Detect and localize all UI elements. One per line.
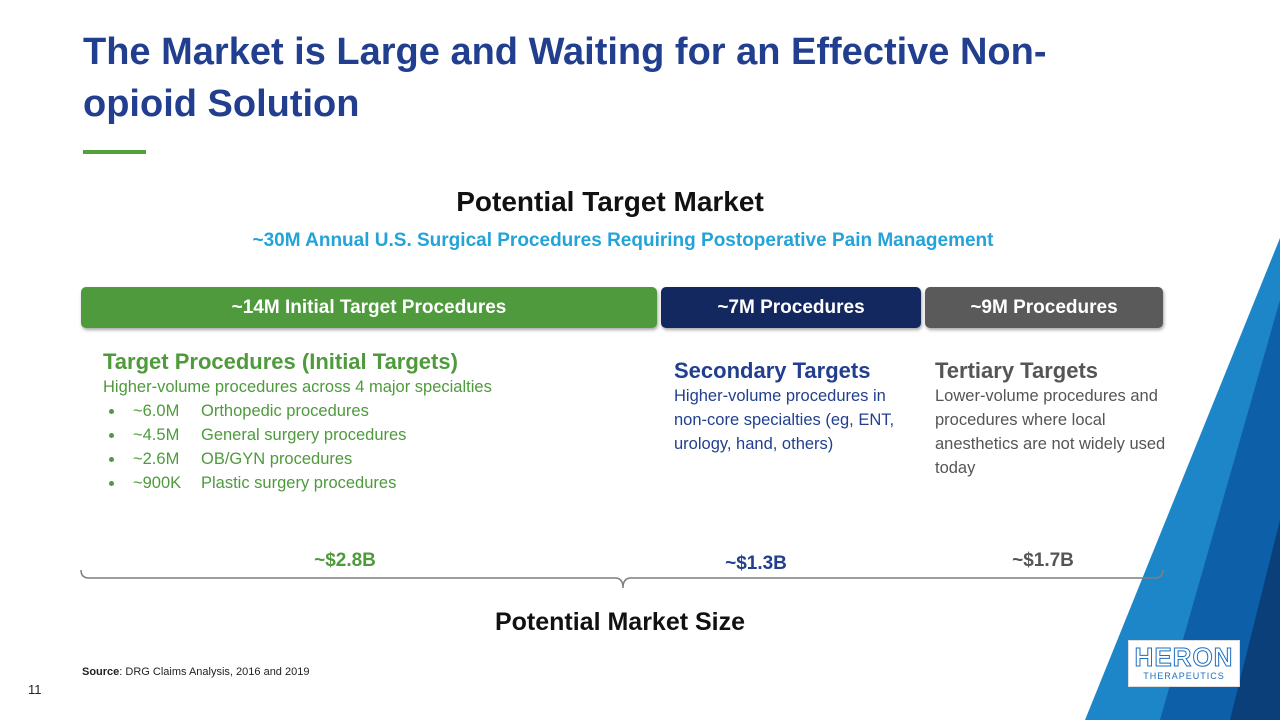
market-size: ~$2.8B — [314, 550, 376, 571]
item-amount: ~4.5M — [133, 426, 180, 444]
list-item: ~900K Plastic surgery procedures — [125, 471, 643, 495]
logo-name: HERON — [1134, 642, 1234, 672]
market-size: ~$1.3B — [725, 553, 787, 574]
item-label: Orthopedic procedures — [201, 402, 369, 420]
column-heading: Secondary Targets — [674, 358, 871, 383]
title: The Market is Large and Waiting for an E… — [83, 31, 1047, 125]
accent-shape — [1230, 520, 1280, 720]
market-size: ~$1.7B — [1012, 550, 1074, 571]
list-item: ~6.0M Orthopedic procedures — [125, 399, 643, 423]
segment-column: Target Procedures (Initial Targets) High… — [103, 349, 643, 495]
logo-tagline: THERAPEUTICS — [1143, 671, 1225, 681]
logo: HERON THERAPEUTICS — [1128, 640, 1240, 687]
item-amount: ~900K — [133, 474, 182, 492]
source-text: : DRG Claims Analysis, 2016 and 2019 — [119, 666, 310, 678]
segment-column: Tertiary Targets Lower-volume procedures… — [935, 358, 1167, 480]
column-heading: Target Procedures (Initial Targets) — [103, 349, 458, 374]
brace — [80, 569, 1164, 589]
column-heading: Tertiary Targets — [935, 358, 1099, 383]
source-label: Source — [82, 666, 120, 678]
subheading: ~30M Annual U.S. Surgical Procedures Req… — [252, 230, 994, 251]
title-rule — [83, 150, 146, 154]
item-label: OB/GYN procedures — [201, 450, 353, 468]
item-label: General surgery procedures — [201, 426, 407, 444]
segment-bar: ~9M Procedures — [925, 287, 1163, 328]
segment-bar: ~14M Initial Target Procedures — [81, 287, 657, 328]
segment-bar: ~7M Procedures — [661, 287, 921, 328]
item-amount: ~6.0M — [133, 402, 180, 420]
column-description: Higher-volume procedures in non-core spe… — [674, 387, 895, 453]
column-description: Higher-volume procedures across 4 major … — [103, 378, 492, 396]
item-label: Plastic surgery procedures — [201, 474, 397, 492]
footer-label: Potential Market Size — [494, 608, 746, 636]
source-note: Source: DRG Claims Analysis, 2016 and 20… — [82, 666, 309, 678]
item-list: ~6.0M Orthopedic procedures ~4.5M General … — [103, 399, 643, 495]
segment-column: Secondary Targets Higher-volume procedur… — [674, 358, 904, 456]
heading: Potential Target Market — [456, 186, 764, 217]
accent-shape — [1160, 300, 1280, 720]
list-item: ~2.6M OB/GYN procedures — [125, 447, 643, 471]
column-description: Lower-volume procedures and procedures w… — [935, 387, 1166, 477]
page-number: 11 — [28, 682, 42, 697]
list-item: ~4.5M General surgery procedures — [125, 423, 643, 447]
item-amount: ~2.6M — [133, 450, 180, 468]
